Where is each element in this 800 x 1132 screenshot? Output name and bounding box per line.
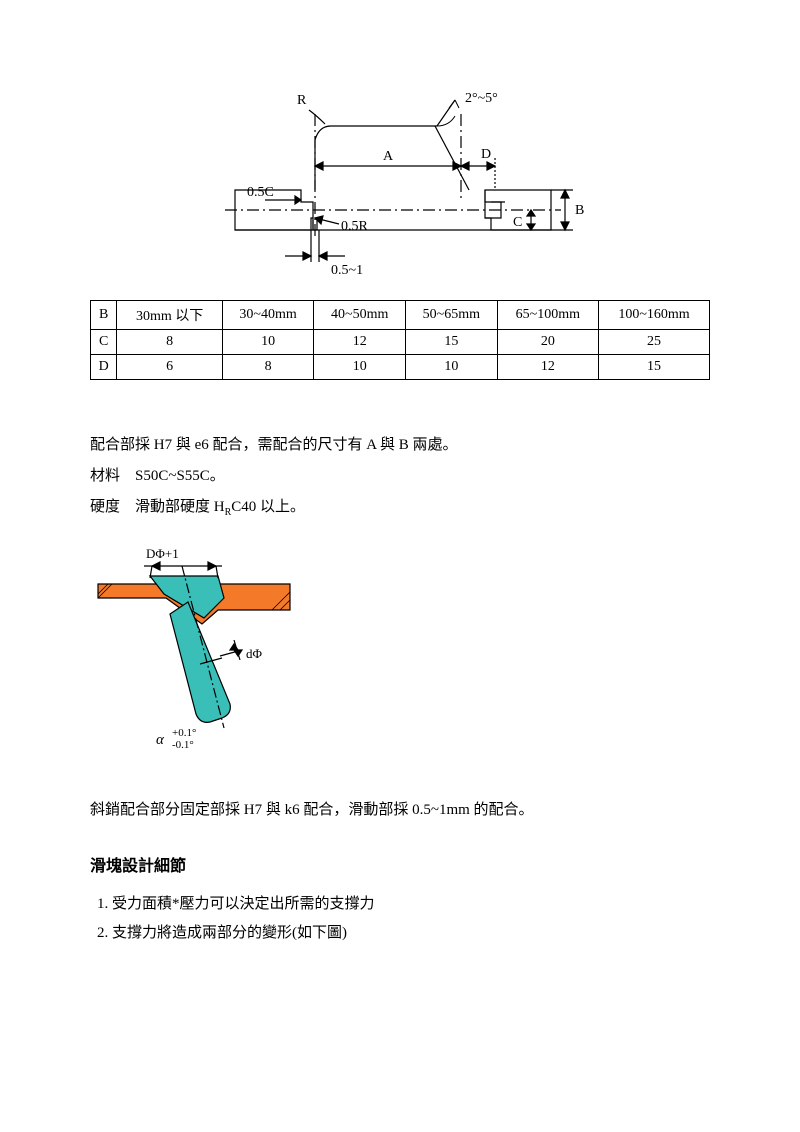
cell: 15	[406, 330, 498, 355]
label-05C: 0.5C	[247, 185, 274, 200]
label-dPhi: dΦ	[246, 646, 263, 661]
hardness-pre: 硬度 滑動部硬度 H	[90, 499, 225, 515]
label-gap: 0.5~1	[331, 263, 363, 278]
label-05R: 0.5R	[341, 219, 369, 234]
section-heading: 滑塊設計細節	[90, 852, 710, 876]
label-C: C	[513, 215, 522, 230]
figure-1: R 2°~5° A D	[90, 70, 710, 290]
paragraph-fit: 配合部採 H7 與 e6 配合，需配合的尺寸有 A 與 B 兩處。	[90, 432, 710, 459]
paragraph-hardness: 硬度 滑動部硬度 HRC40 以上。	[90, 494, 710, 522]
label-alpha-bot: -0.1°	[172, 739, 194, 751]
cell: 12	[314, 330, 406, 355]
cell: 25	[598, 330, 709, 355]
cell: D	[91, 355, 117, 380]
label-alpha-top: +0.1°	[172, 727, 196, 739]
label-angle: 2°~5°	[465, 91, 498, 106]
dimension-table: B 30mm 以下 30~40mm 40~50mm 50~65mm 65~100…	[90, 300, 710, 380]
figure1-svg: R 2°~5° A D	[205, 70, 595, 290]
paragraph-pin-fit: 斜銷配合部分固定部採 H7 與 k6 配合，滑動部採 0.5~1mm 的配合。	[90, 797, 710, 824]
paragraph-material: 材料 S50C~S55C。	[90, 463, 710, 490]
figure-2: DΦ+1 dΦ +0.1° α -0.1°	[90, 544, 710, 769]
label-B: B	[575, 203, 584, 218]
cell: 30mm 以下	[117, 301, 222, 330]
label-alpha: α	[156, 732, 165, 748]
cell: B	[91, 301, 117, 330]
hardness-post: C40 以上。	[231, 499, 305, 515]
cell: C	[91, 330, 117, 355]
label-D: D	[481, 147, 491, 162]
table-row: D 6 8 10 10 12 15	[91, 355, 710, 380]
cell: 50~65mm	[406, 301, 498, 330]
cell: 8	[222, 355, 314, 380]
cell: 12	[497, 355, 598, 380]
cell: 10	[222, 330, 314, 355]
list-item: 支撐力將造成兩部分的變形(如下圖)	[112, 919, 710, 948]
label-A: A	[383, 149, 394, 164]
list-item: 受力面積*壓力可以決定出所需的支撐力	[112, 890, 710, 919]
table-row: B 30mm 以下 30~40mm 40~50mm 50~65mm 65~100…	[91, 301, 710, 330]
cell: 30~40mm	[222, 301, 314, 330]
cell: 65~100mm	[497, 301, 598, 330]
cell: 40~50mm	[314, 301, 406, 330]
cell: 15	[598, 355, 709, 380]
cell: 8	[117, 330, 222, 355]
design-steps: 受力面積*壓力可以決定出所需的支撐力 支撐力將造成兩部分的變形(如下圖)	[94, 890, 710, 947]
label-DPhi: DΦ+1	[146, 546, 179, 561]
figure2-svg: DΦ+1 dΦ +0.1° α -0.1°	[90, 544, 300, 764]
cell: 100~160mm	[598, 301, 709, 330]
table-row: C 8 10 12 15 20 25	[91, 330, 710, 355]
cell: 10	[314, 355, 406, 380]
cell: 20	[497, 330, 598, 355]
label-R: R	[297, 93, 307, 108]
cell: 10	[406, 355, 498, 380]
cell: 6	[117, 355, 222, 380]
